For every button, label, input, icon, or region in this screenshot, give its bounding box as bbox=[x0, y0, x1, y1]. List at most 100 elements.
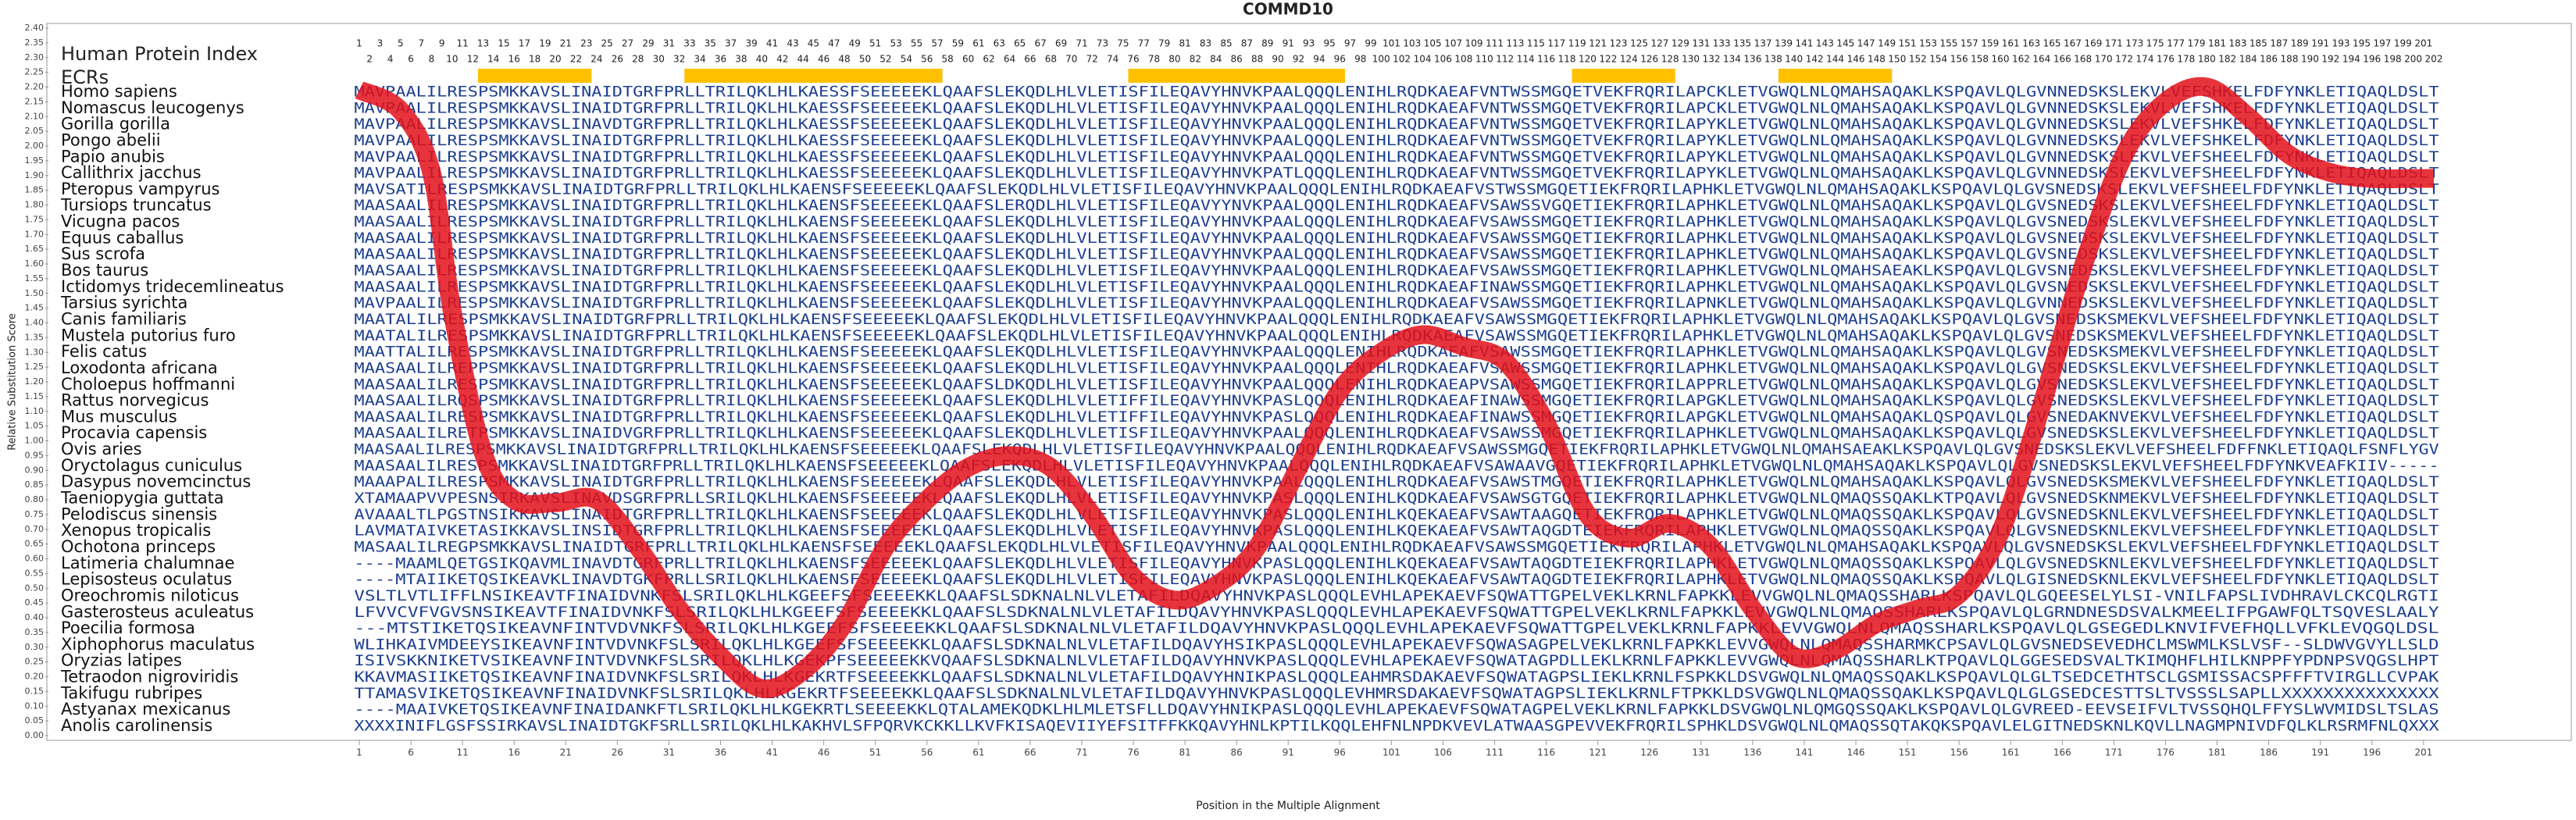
index-number: 184 bbox=[2239, 54, 2257, 65]
index-number: 14 bbox=[487, 54, 499, 65]
index-number: 101 bbox=[1383, 38, 1400, 49]
index-number: 56 bbox=[921, 54, 933, 65]
index-number: 186 bbox=[2260, 54, 2278, 65]
index-number: 36 bbox=[715, 54, 726, 65]
sequence: MAVSATILRESPSMKKAVSLINAIDTGRFPRLLTRILQKL… bbox=[354, 180, 2439, 198]
x-tick-label: 146 bbox=[1847, 747, 1865, 758]
y-tick-label: 1.20 bbox=[25, 376, 45, 387]
sequence: MAASAALILRESPSMKKAVSLINAIDTGRFPRLLTRILQK… bbox=[354, 213, 2439, 230]
x-tick-label: 36 bbox=[715, 747, 726, 758]
x-tick-label: 81 bbox=[1179, 747, 1190, 758]
species-name: Dasypus novemcinctus bbox=[61, 472, 251, 491]
y-tick-label: 1.50 bbox=[25, 288, 45, 298]
index-number: 173 bbox=[2125, 38, 2143, 49]
index-number: 44 bbox=[797, 54, 809, 65]
index-number: 50 bbox=[859, 54, 871, 65]
index-number: 180 bbox=[2198, 54, 2216, 65]
sequence: ISIVSKKNIKETVSIKEAVNFINTVDVNKFSLSRILQKLH… bbox=[354, 652, 2439, 669]
y-tick-label: 1.55 bbox=[25, 273, 45, 283]
index-number: 150 bbox=[1888, 54, 1906, 65]
index-number: 57 bbox=[931, 38, 943, 49]
index-number: 9 bbox=[439, 38, 445, 49]
index-number: 99 bbox=[1365, 38, 1376, 49]
index-number: 7 bbox=[418, 38, 424, 49]
sequence: MAASAALILRESPSMKKAVSLINAIDTGRFPRLLTRILQK… bbox=[354, 246, 2439, 263]
index-number: 128 bbox=[1661, 54, 1679, 65]
sequence: MAVPAALILRESPSMKKAVSLINAIDTGRFPRLLTRILQK… bbox=[354, 165, 2439, 182]
y-tick-label: 0.80 bbox=[25, 494, 45, 504]
species-name: Pteropus vampyrus bbox=[61, 180, 220, 198]
index-number: 170 bbox=[2095, 54, 2113, 65]
y-tick-label: 2.00 bbox=[25, 141, 45, 151]
index-number: 179 bbox=[2188, 38, 2206, 49]
species-name: Oryzias latipes bbox=[61, 651, 182, 670]
index-number: 41 bbox=[766, 38, 778, 49]
index-number: 177 bbox=[2167, 38, 2185, 49]
index-number: 163 bbox=[2022, 38, 2040, 49]
index-number: 65 bbox=[1014, 38, 1026, 49]
index-number: 84 bbox=[1210, 54, 1222, 65]
species-name: Gorilla gorilla bbox=[61, 115, 170, 134]
index-number: 153 bbox=[1919, 38, 1937, 49]
index-number: 38 bbox=[735, 54, 747, 65]
y-tick-label: 0.00 bbox=[25, 730, 45, 740]
y-tick-label: 1.80 bbox=[25, 200, 45, 210]
index-number: 86 bbox=[1231, 54, 1243, 65]
index-number: 12 bbox=[467, 54, 479, 65]
index-number: 64 bbox=[1004, 54, 1015, 65]
ecr-bar bbox=[1778, 69, 1893, 83]
index-number: 100 bbox=[1372, 54, 1390, 65]
index-number: 139 bbox=[1775, 38, 1793, 49]
index-number: 103 bbox=[1403, 38, 1421, 49]
sequence: MAVPAALILRESPSMKKAVSLINAIDTGRFPRLLTRILQK… bbox=[354, 99, 2439, 116]
y-tick-label: 1.40 bbox=[25, 318, 45, 328]
index-number: 47 bbox=[828, 38, 840, 49]
index-number: 192 bbox=[2321, 54, 2339, 65]
index-number: 142 bbox=[1806, 54, 1824, 65]
index-number: 199 bbox=[2394, 38, 2412, 49]
index-number: 85 bbox=[1220, 38, 1232, 49]
index-number: 37 bbox=[725, 38, 737, 49]
y-tick-label: 0.10 bbox=[25, 701, 45, 711]
species-name: Mus musculus bbox=[61, 407, 177, 426]
y-tick-label: 1.95 bbox=[25, 155, 45, 166]
index-number: 16 bbox=[508, 54, 520, 65]
index-number: 95 bbox=[1323, 38, 1335, 49]
index-number: 135 bbox=[1733, 38, 1751, 49]
x-tick-label: 61 bbox=[972, 747, 984, 758]
x-tick-label: 1 bbox=[356, 747, 362, 758]
index-number: 133 bbox=[1713, 38, 1731, 49]
x-tick-label: 86 bbox=[1231, 747, 1243, 758]
sequence: MAVPAALILRESPSMKKAVSLINAIDTGRFPRLLTRILQK… bbox=[354, 148, 2439, 166]
species-name: Callithrix jacchus bbox=[61, 163, 202, 182]
sequence: MAAAPALILRESPSMKKAVSLINAIDTGRFPRLLTRILQK… bbox=[354, 473, 2439, 490]
index-number: 46 bbox=[818, 54, 830, 65]
x-tick-label: 161 bbox=[2002, 747, 2020, 758]
index-number: 11 bbox=[456, 38, 468, 49]
index-number: 34 bbox=[694, 54, 705, 65]
index-number: 19 bbox=[539, 38, 551, 49]
index-number: 48 bbox=[838, 54, 850, 65]
species-name: Rattus norvegicus bbox=[61, 391, 209, 410]
index-number: 138 bbox=[1764, 54, 1782, 65]
sequence: MAASAALILRESPSMKKAVSLINAIDTGRFPRLLTRILQK… bbox=[354, 457, 2439, 474]
y-tick-label: 1.70 bbox=[25, 229, 45, 239]
species-name: Xenopus tropicalis bbox=[61, 521, 211, 540]
y-tick-label: 0.25 bbox=[25, 657, 45, 667]
index-number: 62 bbox=[983, 54, 994, 65]
y-tick-label: 2.30 bbox=[25, 52, 45, 62]
index-number: 102 bbox=[1393, 54, 1411, 65]
y-tick-label: 2.40 bbox=[25, 23, 45, 33]
index-number: 39 bbox=[745, 38, 757, 49]
index-number: 144 bbox=[1826, 54, 1844, 65]
index-number: 26 bbox=[612, 54, 623, 65]
index-number: 193 bbox=[2332, 38, 2350, 49]
index-number: 33 bbox=[683, 38, 695, 49]
index-number: 67 bbox=[1034, 38, 1046, 49]
sequence: XXXXINIFLGSFSSIRKAVSLINAIDTGKFSRLLSRILQK… bbox=[354, 718, 2439, 735]
sequence: MAVPAALILRESPSMKKAVSLINAIDTGRFPRLLTRILQK… bbox=[354, 84, 2439, 101]
index-number: 115 bbox=[1527, 38, 1545, 49]
y-tick-label: 0.60 bbox=[25, 554, 45, 564]
x-tick-label: 26 bbox=[612, 747, 623, 758]
